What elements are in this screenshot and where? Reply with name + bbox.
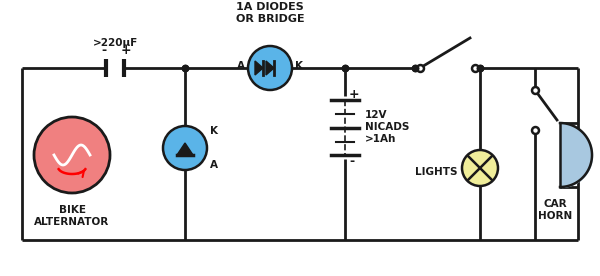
Circle shape [462,150,498,186]
Text: CAR
HORN: CAR HORN [538,199,572,221]
Circle shape [248,46,292,90]
Text: A: A [210,160,218,170]
Text: 1A DIODES
OR BRIDGE: 1A DIODES OR BRIDGE [236,2,304,24]
Text: >220μF: >220μF [92,38,137,48]
Text: K: K [210,126,218,136]
Text: -: - [349,155,354,168]
Polygon shape [255,61,263,75]
Circle shape [163,126,207,170]
Text: A: A [237,61,245,71]
Text: BIKE
ALTERNATOR: BIKE ALTERNATOR [34,205,110,227]
Circle shape [34,117,110,193]
Text: LIGHTS: LIGHTS [415,167,457,177]
Text: -: - [101,44,107,57]
Text: 12V
NICADS
>1Ah: 12V NICADS >1Ah [365,110,409,144]
Text: +: + [349,87,359,100]
Text: +: + [121,44,131,57]
Text: K: K [295,61,303,71]
Polygon shape [177,143,193,155]
Polygon shape [266,61,274,75]
